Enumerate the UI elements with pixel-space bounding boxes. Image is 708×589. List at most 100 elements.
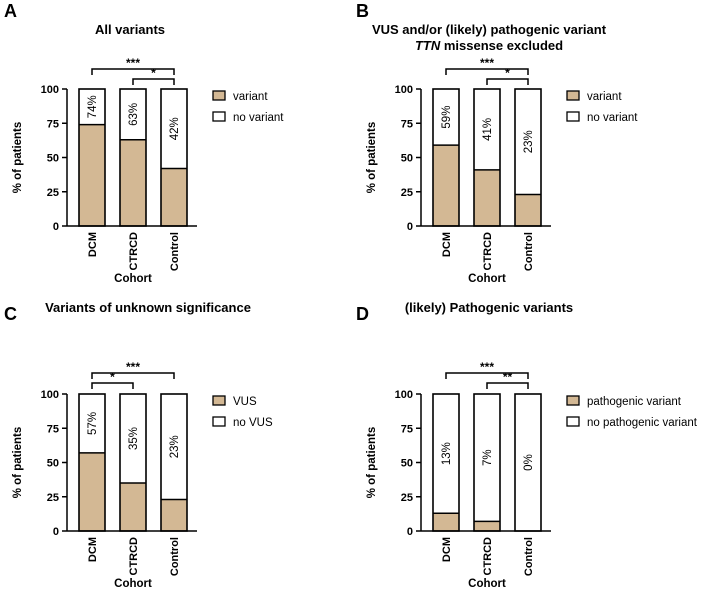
y-axis-label: % of patients [12,122,24,194]
category-label: Control [169,537,181,576]
y-tick-label: 100 [395,84,413,96]
legend-label: variant [233,91,268,103]
y-tick-label: 0 [53,221,59,233]
y-axis-label: % of patients [12,427,24,499]
panel-d: D (likely) Pathogenic variants 0 25 50 75 100%… [356,300,698,589]
significance-label: *** [480,360,494,374]
significance-bracket [91,382,134,389]
chart-title-line: Variants of unknown significance [45,300,251,315]
data-label: 0% [523,454,535,471]
legend-swatch [566,416,580,427]
legend-label: no variant [233,112,284,124]
panel-letter: C [4,304,17,324]
significance-bracket [132,78,175,85]
bar-variant [515,194,541,226]
legend-label: no pathogenic variant [587,417,698,429]
y-axis-label: % of patients [366,122,378,194]
bar-variant [474,169,500,226]
legend-swatch [566,111,580,122]
significance-label: * [505,66,510,80]
chart-title-line: (likely) Pathogenic variants [405,300,573,315]
data-label: 74% [87,95,99,118]
y-tick-label: 25 [47,492,59,504]
category-label: Control [523,537,535,576]
y-tick-label: 100 [41,84,59,96]
category-label: CTRCD [128,537,140,576]
bar-no-pathogenic-variant [433,394,459,531]
category-label: DCM [441,537,453,562]
bar-VUS [120,483,146,531]
legend-label: no VUS [233,417,273,429]
legend-swatch [212,395,226,406]
y-tick-label: 0 [407,221,413,233]
significance-bracket [445,68,529,75]
category-label: DCM [87,537,99,562]
category-label: Control [523,232,535,271]
y-tick-label: 100 [41,389,59,401]
significance-label: * [151,66,156,80]
bar-variant [161,168,187,226]
y-tick-label: 50 [401,458,413,470]
significance-label: *** [126,360,140,374]
bar-VUS [161,499,187,531]
y-tick-label: 75 [401,423,413,435]
panel-a: A All variants 0 25 50 75 100 % of patients 74% D… [4,1,284,285]
y-tick-label: 0 [53,526,59,538]
bar-variant [433,145,459,226]
data-label: 23% [523,130,535,153]
y-tick-label: 75 [47,423,59,435]
significance-bracket [486,382,529,389]
significance-label: *** [480,56,494,70]
significance-bracket [91,372,175,379]
legend-swatch [212,111,226,122]
significance-bracket [91,68,175,75]
bar-variant [79,124,105,226]
category-label: DCM [87,232,99,257]
y-tick-label: 100 [395,389,413,401]
y-tick-label: 25 [401,492,413,504]
category-label: CTRCD [482,537,494,576]
legend-label: VUS [233,396,257,408]
panel-letter: B [356,1,369,21]
y-tick-label: 75 [47,118,59,130]
category-label: CTRCD [482,232,494,271]
legend-swatch [212,90,226,101]
data-label: 13% [441,442,453,465]
significance-label: * [110,370,115,384]
bar-variant [120,139,146,226]
y-tick-label: 50 [401,153,413,165]
x-axis-label: Cohort [114,273,152,285]
data-label: 57% [87,412,99,435]
significance-bracket [445,372,529,379]
y-tick-label: 50 [47,458,59,470]
data-label: 63% [128,103,140,126]
bar-VUS [79,452,105,531]
data-label: 23% [169,435,181,458]
category-label: Control [169,232,181,271]
legend-swatch [212,416,226,427]
data-label: 41% [482,118,494,141]
panel-c: C Variants of unknown significance 0 25 50 75… [4,300,273,589]
category-label: CTRCD [128,232,140,271]
panel-letter: D [356,304,369,324]
y-tick-label: 0 [407,526,413,538]
y-tick-label: 50 [47,153,59,165]
significance-bracket [486,78,529,85]
panel-letter: A [4,1,17,21]
data-label: 42% [169,117,181,140]
data-label: 7% [482,449,494,466]
bar-no-pathogenic-variant [515,394,541,531]
title-italic-word: TTN [415,38,441,53]
bar-pathogenic-variant [433,513,459,531]
bar-pathogenic-variant [474,521,500,531]
chart-title-line: TTN missense excluded [415,38,563,53]
data-label: 35% [128,427,140,450]
legend-label: variant [587,91,622,103]
y-tick-label: 25 [47,187,59,199]
legend-swatch [566,395,580,406]
chart-title-line: VUS and/or (likely) pathogenic variant [372,22,607,37]
legend-swatch [566,90,580,101]
y-axis-label: % of patients [366,427,378,499]
